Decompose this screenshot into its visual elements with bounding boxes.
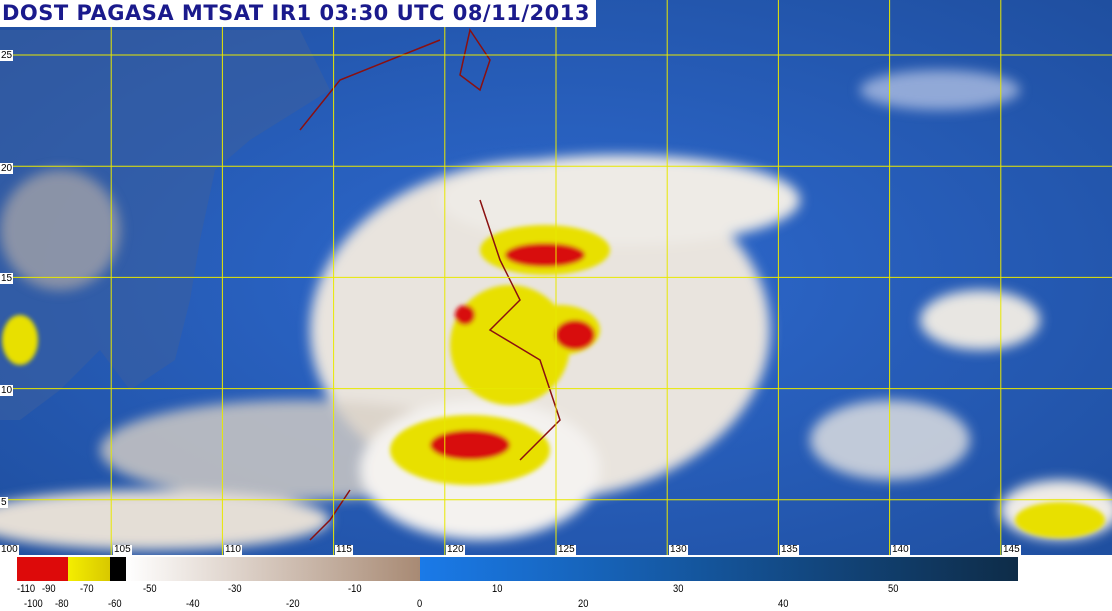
legend-label: 40: [778, 598, 789, 610]
legend-label: 20: [578, 598, 589, 610]
colorbar-yellow: [68, 557, 110, 581]
lon-label-100: 100: [0, 544, 19, 555]
lon-label-105: 105: [113, 544, 132, 555]
legend-label: -50: [143, 583, 157, 595]
lat-label-10: 10: [0, 385, 14, 396]
lat-label-15: 15: [0, 273, 14, 284]
lon-label-135: 135: [780, 544, 799, 555]
legend-label: -10: [348, 583, 362, 595]
lat-lon-grid: [0, 0, 1112, 555]
legend-label: 30: [673, 583, 684, 595]
lon-label-115: 115: [335, 544, 353, 555]
legend-label: 50: [888, 583, 899, 595]
temperature-colorbar: [17, 557, 1028, 581]
lon-label-145: 145: [1002, 544, 1021, 555]
legend-label: -80: [55, 598, 69, 610]
legend-label: -90: [42, 583, 56, 595]
legend-label: -110: [17, 583, 36, 595]
lon-label-140: 140: [891, 544, 910, 555]
colorbar-white-tan: [126, 557, 420, 581]
lat-label-20: 20: [0, 163, 14, 174]
lon-label-110: 110: [224, 544, 242, 555]
colorbar-black: [110, 557, 126, 581]
satellite-image: [0, 0, 1112, 555]
legend-label: -30: [228, 583, 242, 595]
lon-label-125: 125: [557, 544, 576, 555]
typhoon-core: [2, 225, 1105, 538]
legend-label: 10: [492, 583, 503, 595]
lat-label-25: 25: [0, 50, 14, 61]
legend-label: -60: [108, 598, 122, 610]
legend-label: -20: [286, 598, 300, 610]
lon-label-120: 120: [446, 544, 465, 555]
land-mainland: [0, 30, 330, 420]
legend-label: -100: [24, 598, 43, 610]
legend-label: -70: [80, 583, 94, 595]
colorbar-blue: [420, 557, 1018, 581]
lon-label-130: 130: [669, 544, 688, 555]
image-title: DOST PAGASA MTSAT IR1 03:30 UTC 08/11/20…: [0, 0, 596, 27]
legend-label: 0: [417, 598, 423, 610]
colorbar-red: [17, 557, 68, 581]
legend-label: -40: [186, 598, 200, 610]
lat-label-5: 5: [0, 497, 8, 508]
